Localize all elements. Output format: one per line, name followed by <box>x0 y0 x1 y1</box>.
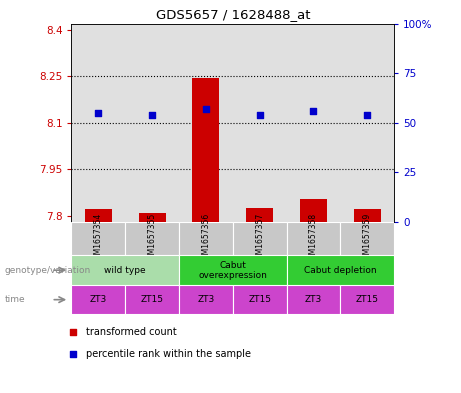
Bar <box>287 222 340 255</box>
Text: GSM1657357: GSM1657357 <box>255 213 264 264</box>
Bar <box>125 222 179 255</box>
Bar <box>340 222 394 255</box>
Text: percentile rank within the sample: percentile rank within the sample <box>87 349 251 359</box>
Text: ZT15: ZT15 <box>248 295 271 304</box>
Text: transformed count: transformed count <box>87 327 177 336</box>
Text: GSM1657358: GSM1657358 <box>309 213 318 264</box>
Bar <box>233 285 287 314</box>
Text: Cabut depletion: Cabut depletion <box>304 266 377 275</box>
Text: ZT3: ZT3 <box>90 295 107 304</box>
Point <box>148 112 156 118</box>
Text: GSM1657356: GSM1657356 <box>201 213 210 264</box>
Text: GSM1657355: GSM1657355 <box>148 213 157 264</box>
Point <box>256 112 263 118</box>
Point <box>95 110 102 116</box>
Bar <box>287 255 394 285</box>
Text: GSM1657359: GSM1657359 <box>363 213 372 264</box>
Bar <box>300 199 327 222</box>
Text: genotype/variation: genotype/variation <box>5 266 91 275</box>
Bar <box>193 79 219 222</box>
Point <box>69 351 77 357</box>
Bar <box>179 285 233 314</box>
Title: GDS5657 / 1628488_at: GDS5657 / 1628488_at <box>155 8 310 21</box>
Text: ZT3: ZT3 <box>305 295 322 304</box>
Text: Cabut
overexpression: Cabut overexpression <box>198 261 267 279</box>
Bar <box>71 222 125 255</box>
Bar <box>246 208 273 222</box>
Text: wild type: wild type <box>105 266 146 275</box>
Point <box>69 329 77 335</box>
Text: ZT15: ZT15 <box>141 295 164 304</box>
Text: time: time <box>5 295 25 304</box>
Point <box>364 112 371 118</box>
Bar <box>71 255 179 285</box>
Bar <box>179 222 233 255</box>
Point <box>202 106 210 112</box>
Bar <box>179 255 287 285</box>
Bar <box>85 209 112 222</box>
Text: GSM1657354: GSM1657354 <box>94 213 103 264</box>
Bar <box>139 213 165 222</box>
Bar <box>71 285 125 314</box>
Bar <box>233 222 287 255</box>
Bar <box>287 285 340 314</box>
Text: ZT3: ZT3 <box>197 295 214 304</box>
Bar <box>354 209 381 222</box>
Point <box>310 108 317 114</box>
Bar <box>125 285 179 314</box>
Text: ZT15: ZT15 <box>356 295 379 304</box>
Bar <box>340 285 394 314</box>
